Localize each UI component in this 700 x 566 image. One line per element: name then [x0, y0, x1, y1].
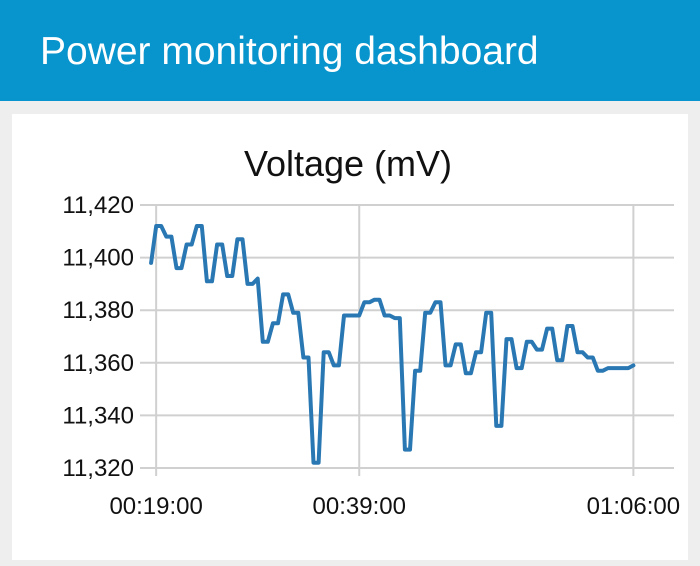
y-tick-label: 11,400: [62, 245, 134, 272]
dashboard-header: Power monitoring dashboard: [0, 0, 700, 101]
y-tick-label: 11,340: [62, 402, 134, 429]
x-tick-label: 01:06:00: [587, 493, 680, 520]
x-tick-label: 00:39:00: [313, 493, 406, 520]
voltage-chart-card: Voltage (mV) 11,320 11,340 11,360 11,380 11,…: [12, 114, 688, 560]
y-tick-label: 11,380: [62, 297, 134, 324]
y-tick-label: 11,360: [62, 350, 134, 377]
x-tick-label: 00:19:00: [109, 493, 202, 520]
dashboard-title: Power monitoring dashboard: [40, 30, 539, 73]
axis-tick-labels: 11,320 11,340 11,360 11,380 11,400 11,420 00:1…: [62, 192, 680, 520]
series-layer: [149, 224, 636, 465]
voltage-series-line: [149, 224, 636, 465]
voltage-line-chart: Voltage (mV) 11,32011,34011,36011,38011,…: [62, 143, 680, 520]
grid-lines: [140, 204, 674, 476]
chart-title: Voltage (mV): [244, 143, 452, 184]
y-tick-label: 11,320: [62, 455, 134, 482]
y-tick-label: 11,420: [62, 192, 134, 219]
